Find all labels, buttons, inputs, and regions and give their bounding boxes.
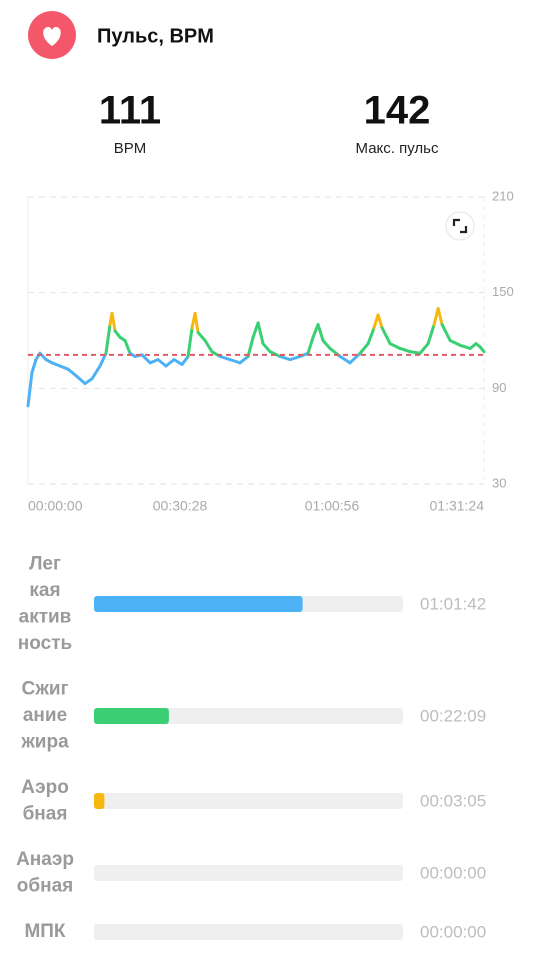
hr-segment <box>90 364 102 381</box>
hr-segment <box>278 354 292 362</box>
hr-segment <box>436 307 444 327</box>
hr-segment <box>246 335 255 358</box>
hr-segment <box>321 339 332 350</box>
zone-track <box>94 708 403 724</box>
hr-segment <box>203 339 214 354</box>
title: Пульс, BPM <box>97 25 214 47</box>
hr-segment <box>358 342 370 355</box>
zone-label: ность <box>18 633 72 654</box>
hr-segment <box>348 351 362 365</box>
zone-track <box>94 865 403 881</box>
hr-segment <box>366 326 376 346</box>
expand-circle[interactable] <box>445 211 475 241</box>
hr-segment <box>104 323 112 355</box>
hr-segment <box>306 335 315 355</box>
hr-segment <box>440 323 452 342</box>
zone-track <box>94 924 403 940</box>
hr-segment <box>193 311 200 335</box>
y-tick-label: 210 <box>492 188 514 203</box>
hr-segment <box>288 354 302 362</box>
y-tick-label: 30 <box>492 475 506 490</box>
hr-segment <box>180 354 190 366</box>
hr-segment <box>408 350 422 355</box>
hr-segment <box>478 345 486 354</box>
x-tick-label: 00:30:28 <box>153 498 208 514</box>
y-tick-label: 90 <box>492 380 506 395</box>
zone-label: ание <box>23 705 67 726</box>
zone-label: актив <box>19 606 72 627</box>
hr-segment <box>30 358 38 374</box>
zone-label: обная <box>17 875 73 896</box>
hr-segment <box>228 358 242 365</box>
zone-label: Аэро <box>21 777 69 798</box>
zone-label: Сжиг <box>21 679 68 700</box>
hr-segment <box>376 313 384 330</box>
zone-track <box>94 793 403 809</box>
zone-label: Анаэр <box>16 849 74 870</box>
hr-segment <box>110 311 117 333</box>
hr-segment <box>316 323 325 342</box>
hr-segment <box>458 343 472 350</box>
y-tick-label: 150 <box>492 284 514 299</box>
x-tick-label: 01:00:56 <box>305 498 360 514</box>
zone-duration: 00:22:09 <box>420 706 486 725</box>
hr-segment <box>26 370 34 408</box>
stat-value: 142 <box>364 89 431 133</box>
hr-segment <box>164 358 176 368</box>
heart-icon <box>43 27 61 46</box>
x-tick-label: 01:31:24 <box>430 498 485 514</box>
stat-label: Макс. пульс <box>356 140 439 157</box>
hr-segment <box>74 374 87 386</box>
hr-segment <box>238 354 250 365</box>
zone-label: бная <box>23 803 68 824</box>
hr-segment <box>256 321 265 346</box>
stat-label: BPM <box>114 140 147 157</box>
zone-duration: 00:00:00 <box>420 863 486 882</box>
hr-segment <box>196 331 207 342</box>
hr-segment <box>66 367 78 378</box>
x-tick-label: 00:00:00 <box>28 498 83 514</box>
zone-label: кая <box>29 580 60 601</box>
expand-icon[interactable] <box>452 218 468 234</box>
hr-segment <box>172 358 184 366</box>
zone-bar <box>94 708 169 724</box>
hr-segment <box>448 339 462 347</box>
zone-duration: 01:01:42 <box>420 594 486 613</box>
zone-bar <box>94 793 105 809</box>
hr-segment <box>123 339 132 355</box>
hr-segment <box>186 326 194 358</box>
hr-segment <box>156 358 168 368</box>
hr-segment <box>218 354 232 362</box>
hr-segment <box>380 326 392 346</box>
hr-segment <box>140 353 152 365</box>
zone-label: Лег <box>29 553 61 574</box>
stat-value: 111 <box>99 89 161 133</box>
hr-segment <box>426 323 436 346</box>
hr-segment <box>398 346 412 354</box>
hr-segment <box>388 342 402 350</box>
hr-segment <box>418 342 430 355</box>
zone-duration: 00:00:00 <box>420 922 486 941</box>
hr-segment <box>338 354 352 365</box>
zone-duration: 00:03:05 <box>420 791 486 810</box>
zone-label: МПК <box>24 921 65 942</box>
zone-label: жира <box>20 732 69 753</box>
hr-segment <box>261 342 272 354</box>
expand-button[interactable] <box>445 211 475 241</box>
zone-bar <box>94 596 303 612</box>
